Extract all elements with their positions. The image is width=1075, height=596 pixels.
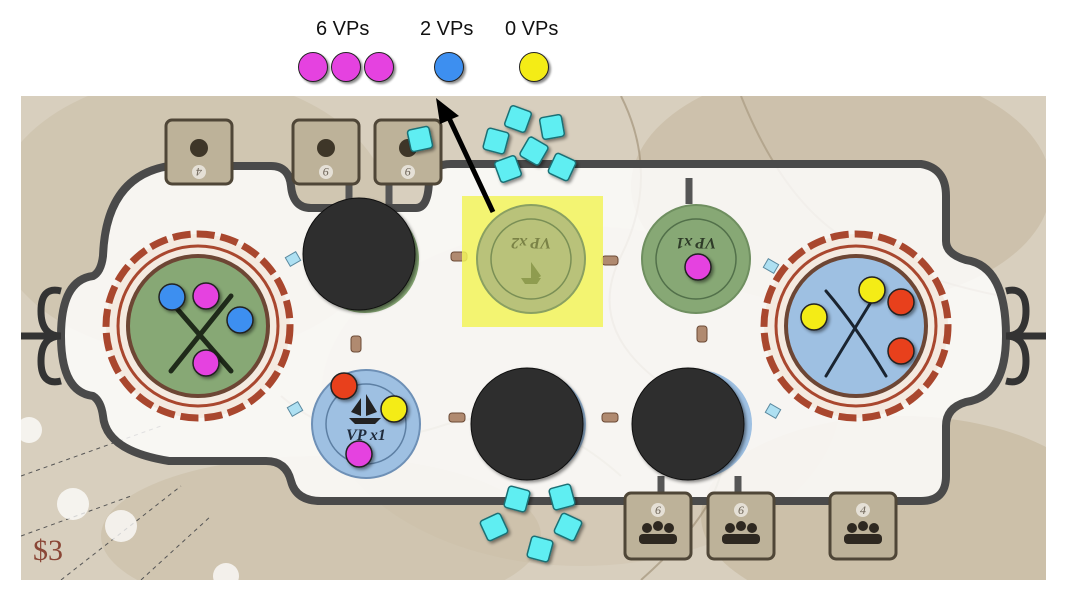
bottom-tile-value: 6 <box>738 503 744 517</box>
player-token-blue[interactable] <box>158 283 186 311</box>
vp-label-blue: 2 VPs <box>420 18 474 40</box>
ticket-icons <box>284 250 782 420</box>
player-token-red[interactable] <box>887 337 915 365</box>
bottom-tile[interactable] <box>828 491 898 561</box>
vp-multiplier-label: VP x2 <box>511 234 551 251</box>
sailboat-icons <box>21 417 239 580</box>
top-tile-value: 9 <box>405 165 411 179</box>
ship-icon <box>349 394 381 424</box>
covered-location-bottom-center[interactable] <box>470 367 584 481</box>
covered-location-top-left[interactable] <box>302 197 416 311</box>
player-token-red[interactable] <box>330 372 358 400</box>
vp-label-yellow: 0 VPs <box>505 18 559 40</box>
trefoil-icon <box>190 139 208 157</box>
score-token-magenta[interactable] <box>298 52 328 82</box>
location-top-center[interactable] <box>476 204 586 314</box>
ship-icon <box>521 262 541 284</box>
score-token-magenta[interactable] <box>364 52 394 82</box>
people-icon <box>722 521 760 544</box>
cube-pile-bottom[interactable] <box>479 483 583 563</box>
player-token-blue[interactable] <box>226 306 254 334</box>
player-token-magenta[interactable] <box>192 349 220 377</box>
cube-pile-top[interactable] <box>406 104 577 184</box>
top-tile-value: 9 <box>323 165 329 179</box>
left-home-base[interactable] <box>102 230 294 422</box>
vp-multiplier-label: VP x1 <box>346 427 386 444</box>
bottom-tile-value: 6 <box>655 503 661 517</box>
top-tile[interactable] <box>291 118 361 186</box>
player-token-magenta[interactable] <box>345 440 373 468</box>
bottom-tile[interactable] <box>623 491 693 561</box>
score-token-yellow[interactable] <box>519 52 549 82</box>
player-token-magenta[interactable] <box>192 282 220 310</box>
player-token-magenta[interactable] <box>684 253 712 281</box>
top-tile[interactable] <box>164 118 234 186</box>
vp-label-magenta: 6 VPs <box>316 18 370 40</box>
player-token-yellow[interactable] <box>858 276 886 304</box>
scroll-ornament-right <box>1005 286 1046 386</box>
vp-multiplier-label: VP x1 <box>676 234 716 251</box>
score-token-magenta[interactable] <box>331 52 361 82</box>
bottom-tile[interactable] <box>706 491 776 561</box>
player-token-yellow[interactable] <box>800 303 828 331</box>
player-token-yellow[interactable] <box>380 395 408 423</box>
bottom-tiles <box>623 491 898 561</box>
bottom-tile-value: 4 <box>860 503 866 517</box>
trefoil-icon <box>317 139 335 157</box>
game-board: 4 9 9 6 6 4 VP x2 VP x1 VP x1 <box>21 96 1046 580</box>
top-tiles <box>164 118 443 186</box>
people-icon <box>639 521 677 544</box>
covered-location-bottom-right[interactable] <box>631 367 745 481</box>
scroll-ornament-left <box>21 286 62 386</box>
people-icon <box>844 521 882 544</box>
player-token-red[interactable] <box>887 288 915 316</box>
money-counter: $3 <box>33 534 63 567</box>
score-token-blue[interactable] <box>434 52 464 82</box>
top-tile-value: 4 <box>196 165 202 179</box>
right-home-base[interactable] <box>760 230 952 422</box>
